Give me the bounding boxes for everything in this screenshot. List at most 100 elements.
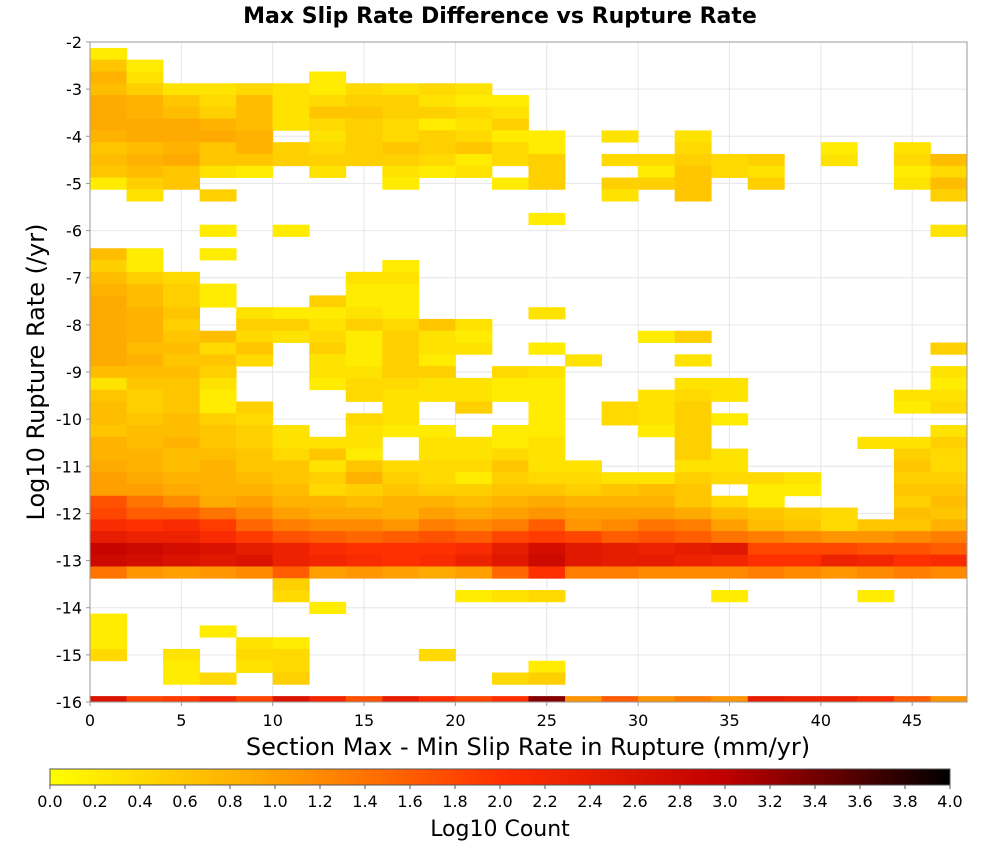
heatmap-cell <box>674 483 712 497</box>
heatmap-cell <box>784 483 822 497</box>
heatmap-cell <box>345 425 383 438</box>
heatmap-cell <box>382 354 420 367</box>
x-tick-label: 25 <box>537 711 557 730</box>
heatmap-cell <box>382 342 420 355</box>
heatmap-cell <box>199 366 237 379</box>
colorbar-tick-label: 2.2 <box>532 792 557 811</box>
heatmap-cell <box>90 71 127 84</box>
heatmap-cell <box>455 118 493 131</box>
heatmap-cell <box>236 83 274 96</box>
heatmap-cell <box>930 460 968 473</box>
heatmap-cell <box>601 413 639 426</box>
heatmap-cell <box>236 342 274 355</box>
colorbar-tick-label: 2.6 <box>622 792 647 811</box>
heatmap-cell <box>674 531 712 544</box>
heatmap-cell <box>163 83 201 96</box>
heatmap-cell <box>345 377 383 391</box>
heatmap-cell <box>857 531 895 544</box>
heatmap-cell <box>90 47 127 61</box>
heatmap-cell <box>820 142 858 155</box>
heatmap-cell <box>565 554 602 567</box>
heatmap-cell <box>236 130 274 143</box>
heatmap-cell <box>893 519 931 532</box>
heatmap-cell <box>528 130 566 143</box>
heatmap-cell <box>674 377 712 391</box>
heatmap-cell <box>345 307 383 320</box>
heatmap-cell <box>455 165 493 178</box>
x-axis-label: Section Max - Min Slip Rate in Rupture (… <box>246 733 810 761</box>
heatmap-cell <box>857 566 895 579</box>
heatmap-cell <box>491 531 529 544</box>
heatmap-cell <box>345 531 383 544</box>
colorbar-label: Log10 Count <box>430 817 570 842</box>
heatmap-cell <box>674 495 712 508</box>
heatmap-cell <box>236 483 274 497</box>
heatmap-cell <box>126 460 164 473</box>
heatmap-cell <box>345 118 383 131</box>
heatmap-cell <box>418 554 456 567</box>
colorbar-tick-label: 3.4 <box>802 792 827 811</box>
heatmap-cell <box>930 696 968 703</box>
heatmap-cell <box>90 448 127 461</box>
heatmap-cell <box>309 542 347 556</box>
heatmap-cell <box>711 153 749 167</box>
heatmap-cell <box>309 118 347 131</box>
heatmap-cell <box>236 118 274 131</box>
heatmap-cell <box>638 401 676 414</box>
heatmap-cell <box>163 401 201 414</box>
heatmap-cell <box>163 95 201 108</box>
heatmap-cell <box>236 106 274 120</box>
heatmap-cell <box>236 554 274 567</box>
heatmap-cell <box>90 519 127 532</box>
heatmap-cell <box>382 260 420 273</box>
heatmap-cell <box>126 260 164 273</box>
heatmap-cell <box>418 366 456 379</box>
heatmap-cell <box>272 519 310 532</box>
heatmap-cell <box>455 483 493 497</box>
heatmap-cell <box>163 271 201 285</box>
heatmap-cell <box>418 436 456 450</box>
colorbar-tick-label: 0.6 <box>172 792 197 811</box>
heatmap-cell <box>528 307 566 320</box>
heatmap-cell <box>236 307 274 320</box>
heatmap-cell <box>199 224 237 237</box>
heatmap-cell <box>528 165 566 178</box>
heatmap-cell <box>747 519 785 532</box>
heatmap-cell <box>528 519 566 532</box>
colorbar-tick-label: 0.2 <box>82 792 107 811</box>
heatmap-cell <box>893 542 931 556</box>
x-tick-label: 15 <box>354 711 374 730</box>
heatmap-cell <box>163 130 201 143</box>
heatmap-cell <box>711 389 749 402</box>
heatmap-cell <box>747 472 785 485</box>
heatmap-cell <box>90 472 127 485</box>
heatmap-cell <box>455 472 493 485</box>
heatmap-cell <box>90 307 127 320</box>
heatmap-cell <box>236 566 274 579</box>
heatmap-cell <box>272 637 310 650</box>
heatmap-cell <box>309 460 347 473</box>
heatmap-cell <box>491 366 529 379</box>
heatmap-cell <box>784 554 822 567</box>
heatmap-cell <box>126 142 164 155</box>
heatmap-cell <box>163 366 201 379</box>
heatmap-cell <box>126 483 164 497</box>
heatmap-cell <box>820 566 858 579</box>
heatmap-cell <box>638 566 676 579</box>
heatmap-cell <box>345 295 383 308</box>
heatmap-cell <box>930 153 968 167</box>
heatmap-cell <box>528 413 566 426</box>
heatmap-cell <box>272 153 310 167</box>
colorbar <box>49 768 951 786</box>
heatmap-cell <box>90 566 127 579</box>
heatmap-cell <box>491 153 529 167</box>
heatmap-cell <box>272 578 310 591</box>
x-tick-label: 20 <box>445 711 465 730</box>
heatmap-cell <box>126 318 164 332</box>
heatmap-cell <box>126 189 164 202</box>
y-tick-label: -5 <box>66 174 82 193</box>
heatmap-cell <box>199 389 237 402</box>
y-tick-label: -15 <box>56 646 82 665</box>
heatmap-cell <box>163 696 201 703</box>
heatmap-cell <box>236 165 274 178</box>
